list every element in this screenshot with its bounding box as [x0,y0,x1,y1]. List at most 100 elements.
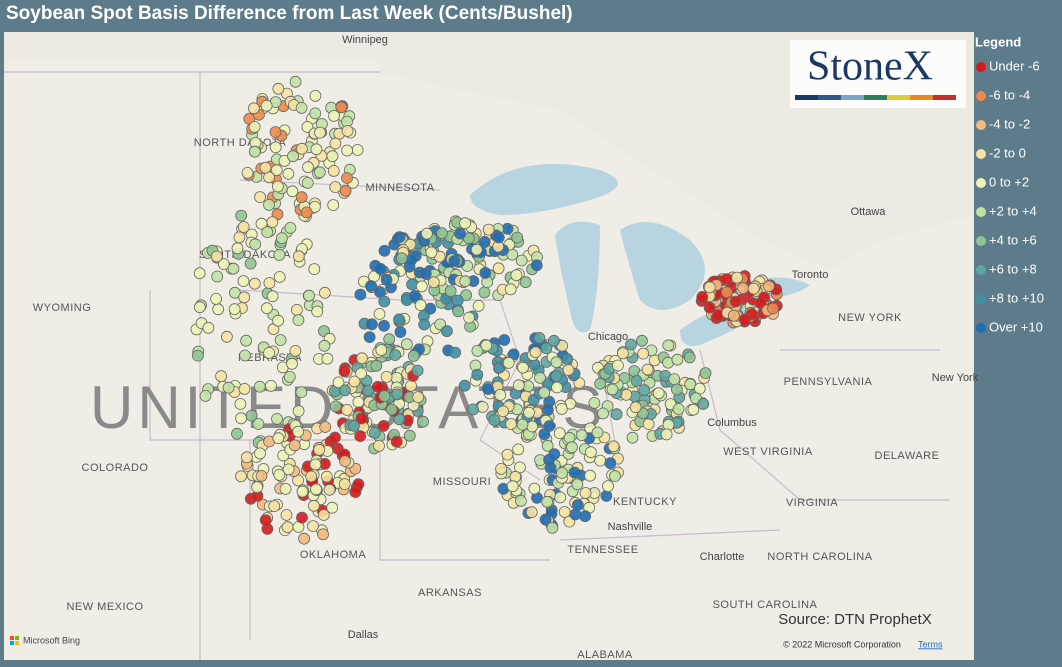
location-dot [697,398,710,410]
location-dot [444,285,457,298]
location-dot [425,246,438,259]
location-dot [538,428,551,441]
location-dot [261,226,274,239]
location-dot [286,357,298,370]
location-dot [414,299,427,312]
location-dot [260,99,273,112]
location-dot [286,185,299,198]
location-dot [245,409,258,422]
location-dot [636,334,648,347]
location-dot [610,408,623,421]
location-dot [420,227,433,240]
location-dot [607,440,620,453]
location-dot [227,262,240,275]
location-dot [541,439,554,452]
location-dot [273,271,286,283]
location-dot [378,295,391,308]
logo-stripe [933,95,956,100]
logo: StoneX [790,40,966,108]
location-dot [338,478,351,491]
legend-swatch [976,265,986,275]
location-dot [292,425,305,438]
location-dot [303,289,315,302]
location-dot [604,457,617,470]
location-dot [251,481,264,494]
location-dot [240,334,253,347]
place-label: Columbus [707,417,757,429]
logo-stripe [795,95,818,100]
location-dot [533,331,546,344]
location-dot [523,406,535,419]
logo-stripe [818,95,841,100]
location-dot [641,363,654,376]
location-dot [310,483,323,496]
location-dot [272,82,285,95]
location-dot [516,418,529,431]
location-dot [327,164,340,177]
location-dot [292,314,305,327]
location-dot [568,466,581,479]
location-dot [389,349,402,362]
location-dot [612,359,624,372]
legend-label: +8 to +10 [989,290,1044,305]
legend-label: +6 to +8 [989,261,1037,276]
location-dot [671,383,683,396]
location-dot [579,487,592,499]
location-dot [282,463,295,476]
location-dot [244,257,257,270]
location-dot [279,482,292,495]
location-dot [307,520,319,532]
location-dot [248,277,261,290]
location-dot [460,289,473,302]
location-dot [609,470,621,483]
location-dot [193,301,206,314]
location-dot [273,468,286,481]
location-dot [703,281,716,294]
location-dot [625,338,637,351]
location-dot [339,384,351,397]
place-label: DELAWARE [875,450,940,462]
location-dot [308,263,321,276]
location-dot [551,381,563,394]
location-dot [630,374,643,387]
location-dot [271,412,283,425]
legend-label: +4 to +6 [989,232,1037,247]
terms-link[interactable]: Terms [918,639,943,649]
location-dot [365,280,377,292]
location-dot [449,346,462,359]
legend-swatch [976,236,986,246]
location-dot [295,102,308,114]
location-dot [519,276,532,289]
location-dot [310,143,323,156]
location-dot [538,386,551,399]
location-dot [328,110,340,122]
location-dot [731,271,743,284]
location-dot [512,443,525,456]
place-label: WYOMING [33,302,92,314]
location-dot [470,243,483,256]
location-dot [606,383,619,396]
location-dot [440,325,453,338]
location-dot [585,446,597,459]
location-dot [435,227,448,240]
place-label: Winnipeg [342,34,388,46]
location-dot [476,401,489,413]
location-dot [403,429,416,442]
legend-swatch [976,294,986,304]
location-dot [668,373,680,386]
location-dot [556,467,568,479]
place-label: Dallas [348,629,379,641]
legend-label: Under -6 [989,58,1040,73]
location-dot [696,290,709,303]
location-dot [329,137,342,150]
location-dot [339,184,352,197]
location-dot [317,509,330,521]
location-dot [472,299,485,312]
location-dot [561,353,574,366]
location-dot [348,419,360,432]
logo-stripe [887,95,910,100]
location-dot [530,259,543,272]
location-dot [239,349,251,362]
location-dot [254,447,266,460]
